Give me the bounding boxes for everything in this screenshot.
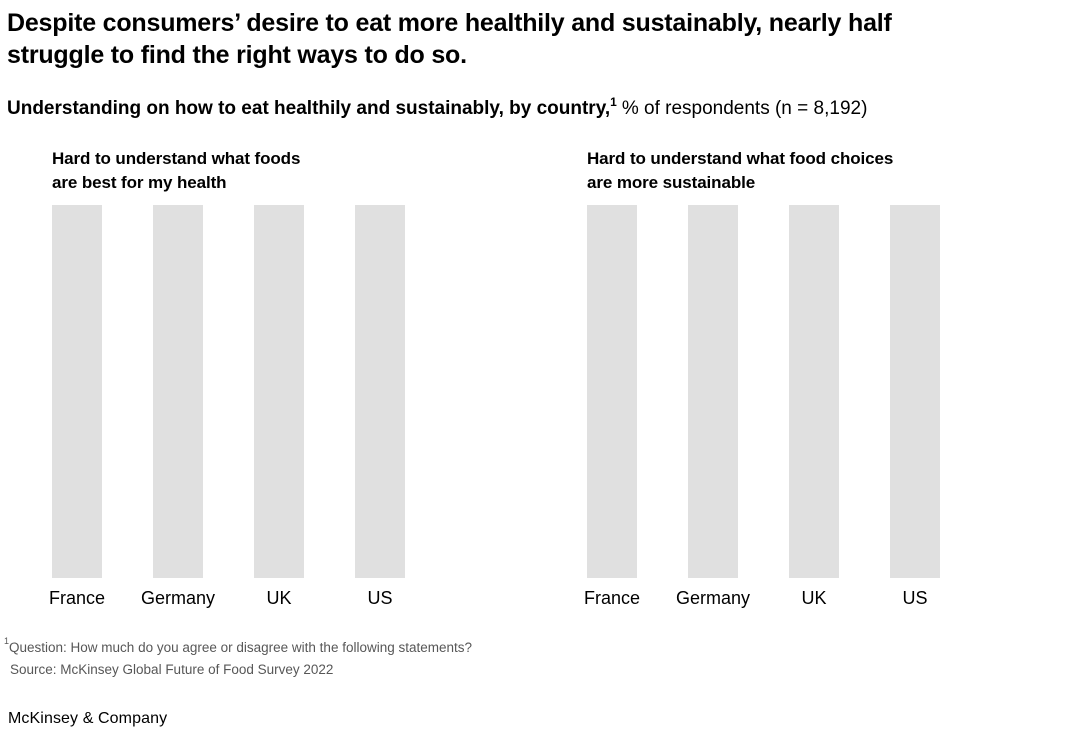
bar-germany — [688, 205, 738, 578]
bar-column: France — [583, 205, 641, 609]
footnotes: 1Question: How much do you agree or disa… — [4, 635, 1080, 680]
bar-germany — [153, 205, 203, 578]
bar-label-us: US — [367, 588, 393, 608]
bar-label-germany: Germany — [675, 588, 751, 608]
bar-label-uk: UK — [266, 588, 292, 608]
panel-title-sustainability-line2: are more sustainable — [587, 173, 756, 192]
footnote-question-text: Question: How much do you agree or disag… — [9, 640, 473, 655]
page-title: Despite consumers’ desire to eat more he… — [0, 0, 1080, 71]
panel-title-sustainability-line1: Hard to understand what food choices — [587, 149, 894, 168]
bar-column: US — [890, 205, 940, 609]
bar-column: France — [48, 205, 106, 609]
footnote-question: 1Question: How much do you agree or disa… — [4, 635, 1080, 659]
bar-uk — [789, 205, 839, 578]
bar-column: UK — [254, 205, 304, 609]
bar-column: Germany — [141, 205, 215, 609]
bar-uk — [254, 205, 304, 578]
chart-panel-health: Hard to understand what foods are best f… — [48, 147, 405, 609]
panel-title-health-line1: Hard to understand what foods — [52, 149, 301, 168]
bar-us — [890, 205, 940, 578]
subtitle-bold-text: Understanding on how to eat healthily an… — [7, 98, 611, 119]
chart-subtitle: Understanding on how to eat healthily an… — [7, 94, 1080, 121]
page-title-line2: struggle to find the right ways to do so… — [7, 41, 467, 69]
subtitle-footnote-marker: 1 — [610, 94, 617, 109]
bar-france — [52, 205, 102, 578]
panel-title-health-line2: are best for my health — [52, 173, 227, 192]
bar-column: Germany — [676, 205, 750, 609]
bar-column: UK — [789, 205, 839, 609]
footnote-marker: 1 — [4, 635, 10, 646]
chart-panel-sustainability: Hard to understand what food choices are… — [583, 147, 940, 609]
bar-group-sustainability: France Germany UK US — [583, 205, 940, 609]
bar-us — [355, 205, 405, 578]
charts-row: Hard to understand what foods are best f… — [0, 147, 1080, 609]
bar-column: US — [355, 205, 405, 609]
panel-title-sustainability: Hard to understand what food choices are… — [587, 147, 940, 195]
subtitle-regular-text: % of respondents (n = 8,192) — [621, 98, 868, 119]
mckinsey-wordmark: McKinsey & Company — [8, 710, 168, 727]
bar-group-health: France Germany UK US — [48, 205, 405, 609]
bar-label-us: US — [902, 588, 928, 608]
footnote-source: Source: McKinsey Global Future of Food S… — [10, 661, 334, 677]
panel-title-health: Hard to understand what foods are best f… — [52, 147, 405, 195]
bar-label-uk: UK — [801, 588, 827, 608]
bar-france — [587, 205, 637, 578]
page-title-line1: Despite consumers’ desire to eat more he… — [7, 9, 892, 37]
bar-label-germany: Germany — [140, 588, 216, 608]
bar-label-france: France — [583, 588, 641, 608]
bar-label-france: France — [48, 588, 106, 608]
